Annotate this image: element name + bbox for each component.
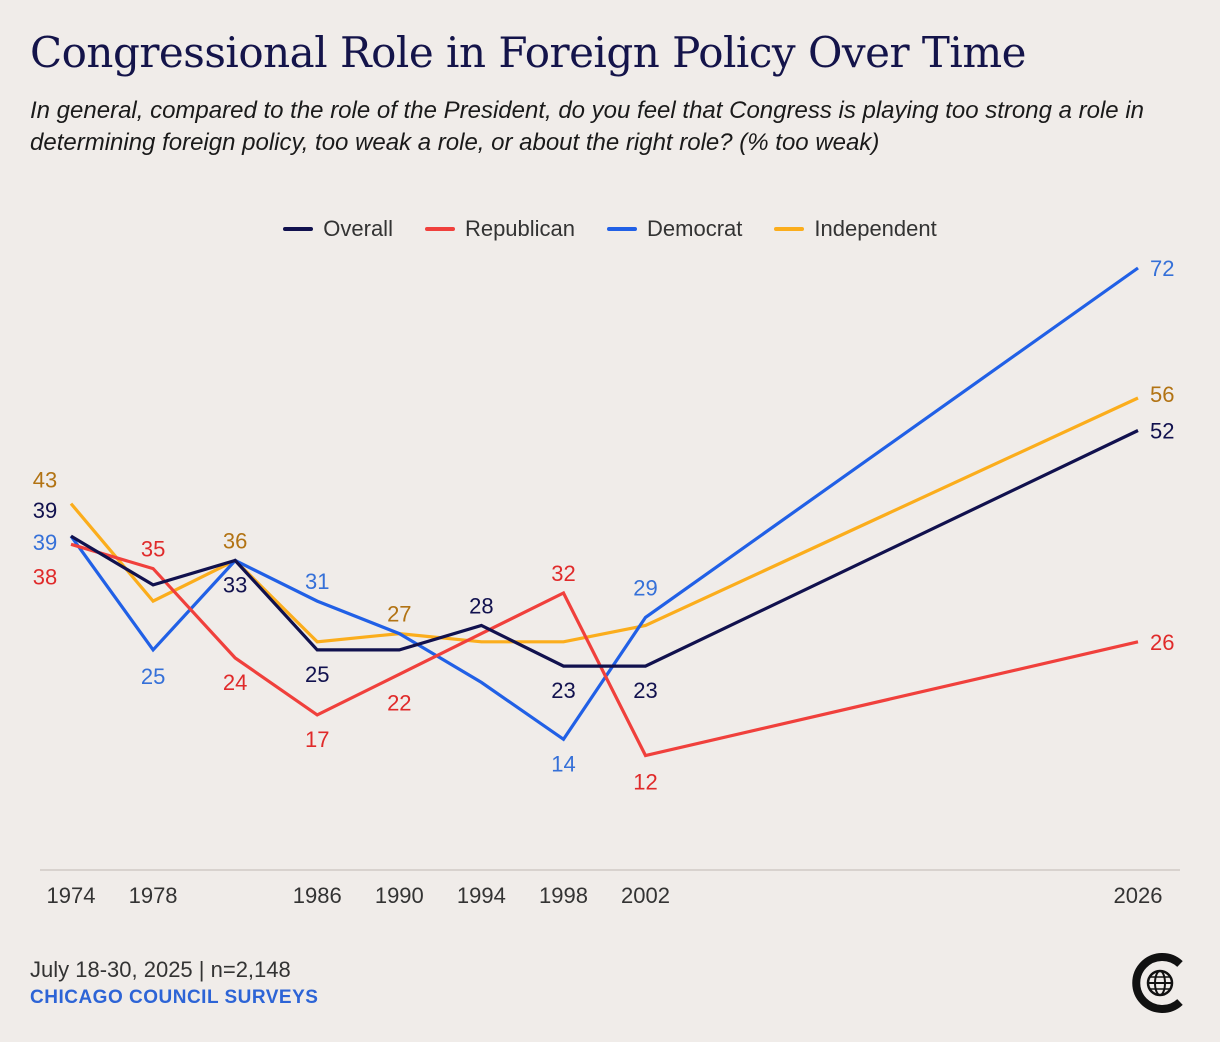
data-label-independent: 43: [33, 468, 57, 493]
data-label-democrat: 39: [33, 530, 57, 555]
data-label-overall: 23: [551, 678, 575, 703]
data-label-democrat: 31: [305, 569, 329, 594]
data-label-overall: 25: [305, 662, 329, 687]
data-label-republican: 22: [387, 690, 411, 715]
legend-label-independent: Independent: [814, 216, 937, 241]
x-tick-label: 1990: [375, 883, 424, 908]
chart-title: Congressional Role in Foreign Policy Ove…: [30, 28, 1027, 77]
legend-item-independent: Independent: [774, 216, 937, 242]
legend-item-overall: Overall: [283, 216, 393, 242]
source-label: CHICAGO COUNCIL SURVEYS: [30, 987, 319, 1008]
data-label-republican: 35: [141, 537, 165, 562]
data-label-republican: 26: [1150, 630, 1174, 655]
data-label-democrat: 25: [141, 664, 165, 689]
survey-date-sample: July 18-30, 2025 | n=2,148: [30, 957, 291, 982]
legend-swatch-republican: [424, 227, 455, 231]
x-tick-label: 1986: [293, 883, 342, 908]
chicago-council-globe-icon: [1132, 953, 1183, 1013]
legend-label-democrat: Democrat: [647, 216, 743, 241]
data-label-republican: 24: [223, 670, 247, 695]
data-label-republican: 38: [33, 564, 57, 589]
series-line-overall: [70, 429, 1139, 668]
x-tick-label: 2002: [621, 883, 670, 908]
x-tick-label: 1998: [539, 883, 588, 908]
legend-item-democrat: Democrat: [607, 216, 742, 242]
x-tick-label: 1974: [47, 883, 96, 908]
series-line-democrat: [69, 266, 1139, 742]
data-label-overall: 33: [223, 573, 247, 598]
x-tick-label: 1978: [129, 883, 178, 908]
legend-swatch-democrat: [607, 227, 638, 231]
data-label-democrat: 29: [633, 575, 657, 600]
x-tick-label: 2026: [1114, 883, 1163, 908]
data-label-overall: 28: [469, 594, 493, 619]
series-line-republican: [70, 542, 1139, 758]
data-label-democrat: 72: [1150, 256, 1174, 281]
legend-swatch-overall: [283, 227, 314, 231]
data-label-independent: 36: [223, 529, 247, 554]
data-label-overall: 52: [1150, 419, 1174, 444]
x-tick-label: 1994: [457, 883, 506, 908]
data-label-independent: 27: [387, 602, 411, 627]
data-label-republican: 17: [305, 727, 329, 752]
legend-label-republican: Republican: [464, 216, 576, 241]
chart-subtitle: In general, compared to the role of the …: [30, 97, 1144, 156]
data-label-republican: 12: [633, 770, 657, 795]
legend: Overall Republican Democrat Independent: [0, 216, 1220, 242]
legend-label-overall: Overall: [323, 216, 393, 241]
data-label-independent: 56: [1150, 382, 1174, 407]
data-label-democrat: 14: [551, 751, 575, 776]
data-label-overall: 23: [633, 678, 657, 703]
legend-item-republican: Republican: [424, 216, 576, 242]
series-line-independent: [69, 396, 1139, 644]
data-label-republican: 32: [551, 561, 575, 586]
legend-swatch-independent: [774, 227, 805, 231]
data-label-overall: 39: [33, 498, 57, 523]
